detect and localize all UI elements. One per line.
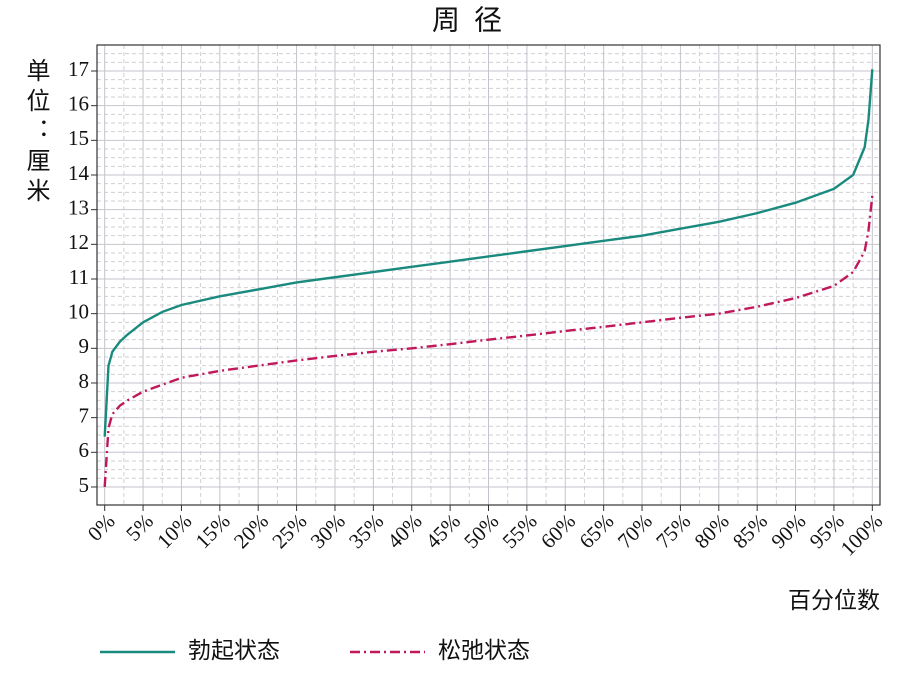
y-tick-label: 6 [79, 438, 90, 462]
x-tick-label: 70% [613, 509, 657, 553]
x-tick-label: 40% [382, 509, 426, 553]
y-tick-label: 10 [68, 299, 89, 323]
legend-label: 勃起状态 [188, 637, 280, 663]
y-tick-label: 11 [69, 265, 89, 289]
x-tick-label: 65% [574, 509, 618, 553]
y-tick-label: 14 [68, 161, 90, 185]
x-tick-label: 100% [836, 509, 888, 561]
y-tick-label: 13 [68, 195, 89, 219]
x-tick-label: 30% [306, 509, 350, 553]
x-tick-label: 5% [121, 509, 158, 546]
x-axis-label: 百分位数 [788, 587, 880, 613]
y-tick-label: 12 [68, 230, 89, 254]
legend-label: 松弛状态 [438, 637, 530, 663]
y-tick-label: 5 [79, 473, 90, 497]
x-tick-label: 15% [191, 509, 235, 553]
x-tick-label: 0% [83, 509, 120, 546]
series-line [103, 69, 874, 437]
x-tick-label: 75% [651, 509, 695, 553]
y-tick-label: 17 [68, 57, 89, 81]
y-tick-label: 9 [79, 334, 90, 358]
plot-frame [96, 44, 881, 506]
series-line [103, 195, 874, 488]
x-tick-label: 20% [229, 509, 273, 553]
x-tick-label: 45% [421, 509, 465, 553]
chart-title: 周径 [432, 4, 516, 35]
x-tick-label: 90% [766, 509, 810, 553]
x-tick-label: 10% [152, 509, 196, 553]
y-tick-label: 15 [68, 126, 89, 150]
y-tick-label: 8 [79, 369, 90, 393]
x-tick-label: 60% [536, 509, 580, 553]
x-tick-label: 35% [344, 509, 388, 553]
x-tick-label: 85% [728, 509, 772, 553]
y-tick-label: 16 [68, 91, 89, 115]
x-tick-label: 50% [459, 509, 503, 553]
x-tick-label: 55% [498, 509, 542, 553]
x-tick-label: 80% [690, 509, 734, 553]
y-axis-label: 单位：厘米 [22, 58, 49, 208]
y-tick-label: 7 [79, 403, 90, 427]
x-tick-label: 25% [267, 509, 311, 553]
